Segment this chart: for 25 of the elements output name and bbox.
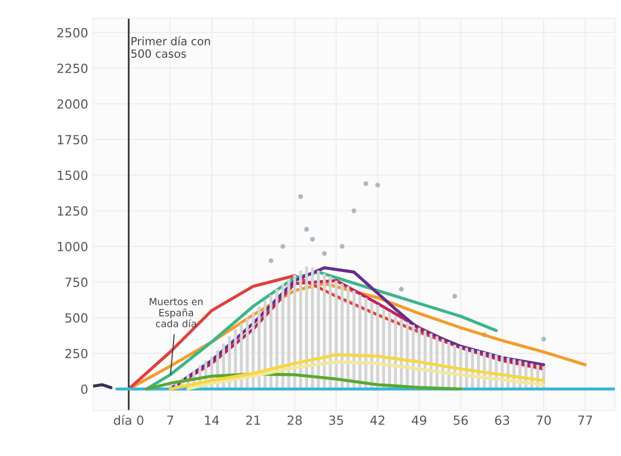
y-tick-label: 2250 [57, 64, 88, 74]
y-tick-label: 250 [65, 348, 88, 358]
y-tick-label: 1750 [58, 134, 88, 144]
x-tick-label: 70 [536, 415, 551, 425]
x-tick-label: 77 [578, 416, 592, 425]
x-tick-label: 42 [370, 415, 384, 425]
y-tick-label: 1500 [58, 170, 88, 180]
y-tick-label: 750 [65, 278, 88, 287]
y-tick-label: 1000 [58, 242, 88, 252]
x-tick-label: 14 [205, 416, 219, 425]
y-tick-label: 2500 [57, 28, 88, 38]
y-tick-label: 0 [81, 384, 88, 394]
x-tick-label: 56 [454, 415, 468, 425]
x-tick-label: día 0 [114, 414, 144, 425]
y-tick-label: 500 [65, 313, 88, 323]
x-tick-label: 63 [495, 415, 510, 425]
annotation: Muertos en España cada día [150, 298, 203, 328]
y-tick-label: 1250 [58, 206, 88, 216]
y-tick-label: 2000 [57, 99, 88, 109]
x-tick-label: 35 [329, 415, 344, 425]
ref-line-label: Primer día con 500 casos [131, 36, 210, 58]
x-tick-label: 21 [246, 415, 260, 425]
x-tick-label: 7 [167, 416, 174, 425]
x-tick-label: 28 [288, 415, 302, 425]
x-tick-label: 49 [412, 415, 426, 425]
